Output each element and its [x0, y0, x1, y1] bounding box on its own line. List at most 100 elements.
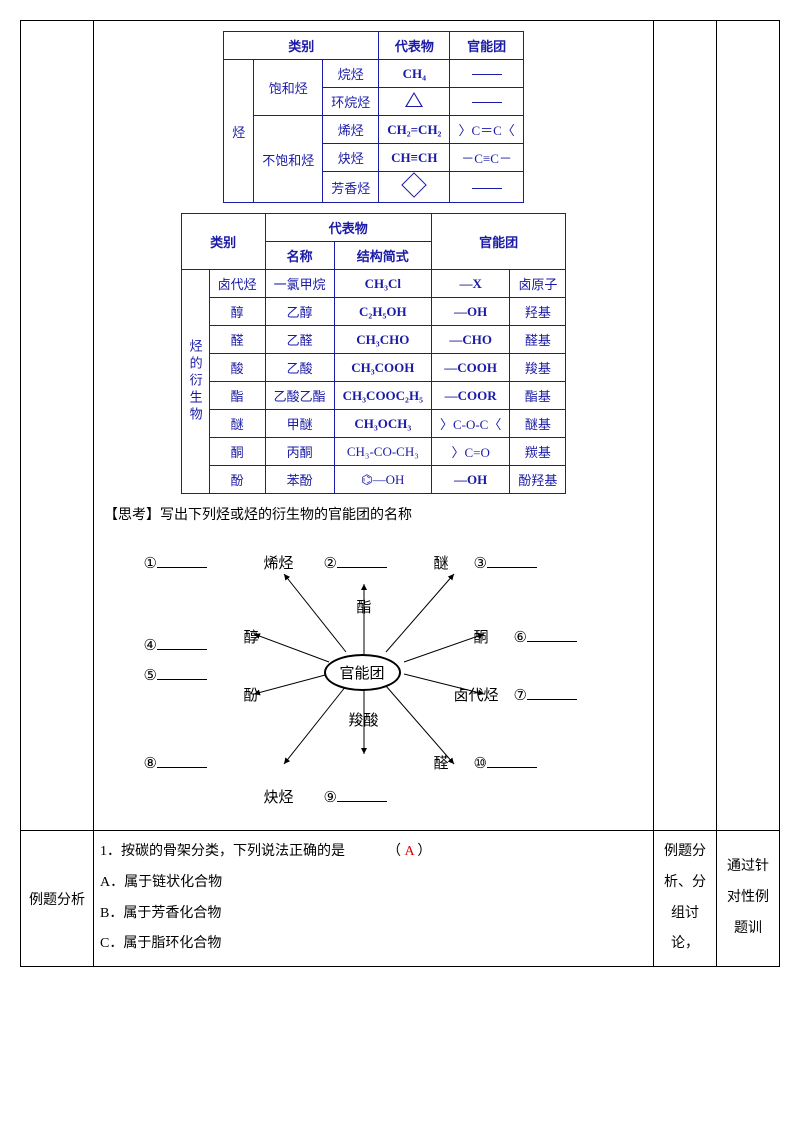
- right-margin-1: [654, 21, 717, 831]
- blank-10: ⑩: [474, 752, 537, 773]
- t2-name-3: 乙酸: [265, 354, 334, 382]
- main-content-cell: 类别 代表物 官能团 烃 饱和烃 烷烃 CH₄ 环烷烃 不饱和烃 烯烃 CH₂=…: [94, 21, 654, 831]
- t2-header-name: 名称: [265, 242, 334, 270]
- t2-formula-3: CH₃COOH: [334, 354, 431, 382]
- t1-grp-1: [450, 88, 523, 116]
- t1-rep-0: CH₄: [379, 60, 450, 88]
- t2-cat-7: 酚: [209, 466, 265, 494]
- diagram-center: 官能团: [324, 654, 401, 691]
- blank-4: ④: [144, 634, 207, 655]
- label-halide: 卤代烃: [454, 684, 499, 705]
- t2-g2-6: 羰基: [510, 438, 566, 466]
- blank-8: ⑧: [144, 752, 207, 773]
- t1-header-rep: 代表物: [379, 32, 450, 60]
- label-alkyne: 炔烃: [264, 786, 294, 807]
- q1-optC: C．属于脂环化合物: [100, 929, 647, 960]
- t1-grp-2: 〉C＝C〈: [450, 116, 523, 144]
- t2-g1-3: —COOH: [431, 354, 509, 382]
- t2-g2-7: 酚羟基: [510, 466, 566, 494]
- q1-stem-line: 1．按碳的骨架分类，下列说法正确的是 （ A ）: [100, 837, 647, 868]
- question-cell: 1．按碳的骨架分类，下列说法正确的是 （ A ） A．属于链状化合物 B．属于芳…: [94, 831, 654, 967]
- t2-cat-5: 醚: [209, 410, 265, 438]
- label-ketone: 酮: [474, 626, 489, 647]
- t2-name-7: 苯酚: [265, 466, 334, 494]
- t1-rep-1: [379, 88, 450, 116]
- t1-unsaturated: 不饱和烃: [254, 116, 323, 203]
- t2-g1-6: 〉C=O: [431, 438, 509, 466]
- t1-sub-3: 炔烃: [323, 144, 379, 172]
- t2-cat-0: 卤代烃: [209, 270, 265, 298]
- dash-icon: [472, 102, 502, 103]
- dash-icon: [472, 74, 502, 75]
- t1-rep-2: CH₂=CH₂: [379, 116, 450, 144]
- left-margin-cell: [21, 21, 94, 831]
- t2-g2-2: 醛基: [510, 326, 566, 354]
- t2-formula-1: C₂H₅OH: [334, 298, 431, 326]
- t2-g2-4: 酯基: [510, 382, 566, 410]
- q1-answer: A: [405, 844, 414, 859]
- label-ester: 酯: [357, 596, 372, 617]
- paren-close: ）: [417, 844, 431, 859]
- t2-cat-1: 醇: [209, 298, 265, 326]
- label-ether: 醚: [434, 552, 449, 573]
- t2-formula-7: ⌬—OH: [334, 466, 431, 494]
- hexagon-icon: [402, 172, 427, 197]
- label-alkene: 烯烃: [264, 552, 294, 573]
- t2-name-2: 乙醛: [265, 326, 334, 354]
- blank-5: ⑤: [144, 664, 207, 685]
- t2-formula-2: CH₃CHO: [334, 326, 431, 354]
- t2-g1-7: —OH: [431, 466, 509, 494]
- q1-optA: A．属于链状化合物: [100, 868, 647, 899]
- t2-name-0: 一氯甲烷: [265, 270, 334, 298]
- t2-cat-2: 醛: [209, 326, 265, 354]
- t1-saturated: 饱和烃: [254, 60, 323, 116]
- t2-formula-0: CH₃Cl: [334, 270, 431, 298]
- t1-header-group: 官能团: [450, 32, 523, 60]
- t2-g1-1: —OH: [431, 298, 509, 326]
- t2-formula-5: CH₃OCH₃: [334, 410, 431, 438]
- label-alcohol: 醇: [244, 626, 259, 647]
- t2-name-1: 乙醇: [265, 298, 334, 326]
- t2-g2-5: 醚基: [510, 410, 566, 438]
- q1-stem: 1．按碳的骨架分类，下列说法正确的是: [100, 844, 345, 859]
- t2-name-4: 乙酸乙酯: [265, 382, 334, 410]
- blank-2: ②: [324, 552, 387, 573]
- t1-rep-4: [379, 172, 450, 203]
- t2-name-5: 甲醚: [265, 410, 334, 438]
- t2-name-6: 丙酮: [265, 438, 334, 466]
- paren-open: （: [387, 844, 401, 859]
- right-margin-2: [717, 21, 780, 831]
- side-note-2: 通过针对性例题训: [717, 831, 780, 967]
- functional-group-diagram: 官能团 ① 烯烃 ② 醚 ③ 酯 ④ 醇 ⑤ 酚 酮 ⑥ 卤代烃 ⑦ 羧酸 ⑧ …: [114, 534, 634, 814]
- q1-optB: B．属于芳香化合物: [100, 899, 647, 930]
- hydrocarbon-table: 类别 代表物 官能团 烃 饱和烃 烷烃 CH₄ 环烷烃 不饱和烃 烯烃 CH₂=…: [223, 31, 524, 203]
- t1-sub-1: 环烷烃: [323, 88, 379, 116]
- blank-7: ⑦: [514, 684, 577, 705]
- t2-cat-4: 酯: [209, 382, 265, 410]
- label-carboxylic: 羧酸: [349, 709, 379, 730]
- dash-icon: [472, 188, 502, 189]
- thinking-prompt: 【思考】写出下列烃或烃的衍生物的官能团的名称: [104, 504, 643, 524]
- t2-header-rep: 代表物: [265, 214, 431, 242]
- t2-g2-1: 羟基: [510, 298, 566, 326]
- t2-g1-5: 〉C-O-C〈: [431, 410, 509, 438]
- label-phenol: 酚: [244, 684, 259, 705]
- t1-grp-4: [450, 172, 523, 203]
- triangle-icon: [405, 92, 423, 107]
- t2-formula-4: CH₃COOC₂H₅: [334, 382, 431, 410]
- t1-grp-0: [450, 60, 523, 88]
- t2-cat-6: 酮: [209, 438, 265, 466]
- t2-header-category: 类别: [181, 214, 265, 270]
- t2-g1-2: —CHO: [431, 326, 509, 354]
- t2-root: 烃的衍生物: [181, 270, 209, 494]
- t2-g1-0: —X: [431, 270, 509, 298]
- t1-sub-4: 芳香烃: [323, 172, 379, 203]
- derivative-table: 类别 代表物 官能团 名称 结构简式 烃的衍生物 卤代烃 一氯甲烷 CH₃Cl …: [181, 213, 567, 494]
- blank-6: ⑥: [514, 626, 577, 647]
- label-aldehyde: 醛: [434, 752, 449, 773]
- t2-formula-6: CH₃-CO-CH₃: [334, 438, 431, 466]
- blank-1: ①: [144, 552, 207, 573]
- t1-sub-2: 烯烃: [323, 116, 379, 144]
- t2-header-formula: 结构简式: [334, 242, 431, 270]
- t1-grp-3: －C≡C－: [450, 144, 523, 172]
